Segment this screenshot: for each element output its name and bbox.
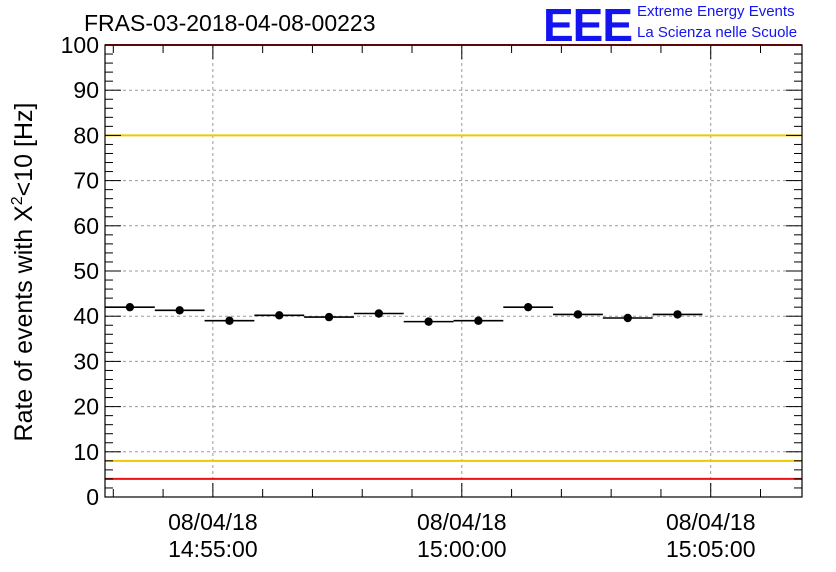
y-tick-label: 20 <box>73 394 99 420</box>
y-tick-label: 10 <box>73 439 99 465</box>
page-title: FRAS-03-2018-04-08-00223 <box>84 10 376 36</box>
data-point <box>225 316 234 325</box>
x-tick-time: 15:00:00 <box>417 536 507 562</box>
logo-mark: EEE <box>543 0 633 51</box>
data-point <box>523 302 533 312</box>
y-axis-label: Rate of events with X2<10 [Hz] <box>9 103 38 442</box>
data-point <box>275 311 284 320</box>
data-point <box>374 309 384 318</box>
eee-logo: EEE Extreme Energy Events La Scienza nel… <box>543 0 833 51</box>
data-points <box>105 302 703 326</box>
y-tick-label: 60 <box>73 213 99 239</box>
x-tick-date: 08/04/18 <box>417 509 507 535</box>
data-point <box>175 306 184 315</box>
data-point <box>623 313 632 323</box>
y-tick-label: 50 <box>73 258 99 284</box>
data-point <box>324 312 334 322</box>
axis-ticks <box>105 44 802 498</box>
y-tick-label: 30 <box>73 348 99 374</box>
y-tick-label: 100 <box>61 32 99 58</box>
y-tick-labels: 0 10 20 30 40 50 60 70 80 90 100 <box>61 32 99 510</box>
y-tick-label: 90 <box>73 77 99 103</box>
data-point <box>573 310 583 319</box>
grid-lines <box>105 45 802 497</box>
data-point <box>424 317 433 326</box>
data-point <box>474 316 483 325</box>
y-tick-label: 40 <box>73 303 99 329</box>
x-tick-date: 08/04/18 <box>168 509 258 535</box>
x-tick-time: 14:55:00 <box>168 536 258 562</box>
x-tick-time: 15:05:00 <box>666 536 756 562</box>
logo-line1: Extreme Energy Events <box>637 3 795 20</box>
data-point <box>125 302 135 312</box>
y-tick-label: 70 <box>73 168 99 194</box>
x-tick-date: 08/04/18 <box>666 509 756 535</box>
data-point <box>673 310 682 319</box>
y-tick-label: 80 <box>73 122 99 148</box>
x-tick-labels: 08/04/1814:55:0008/04/1815:00:0008/04/18… <box>168 509 755 562</box>
logo-line2: La Scienza nelle Scuole <box>637 24 798 41</box>
y-tick-label: 0 <box>86 484 99 510</box>
reference-lines <box>105 44 802 480</box>
